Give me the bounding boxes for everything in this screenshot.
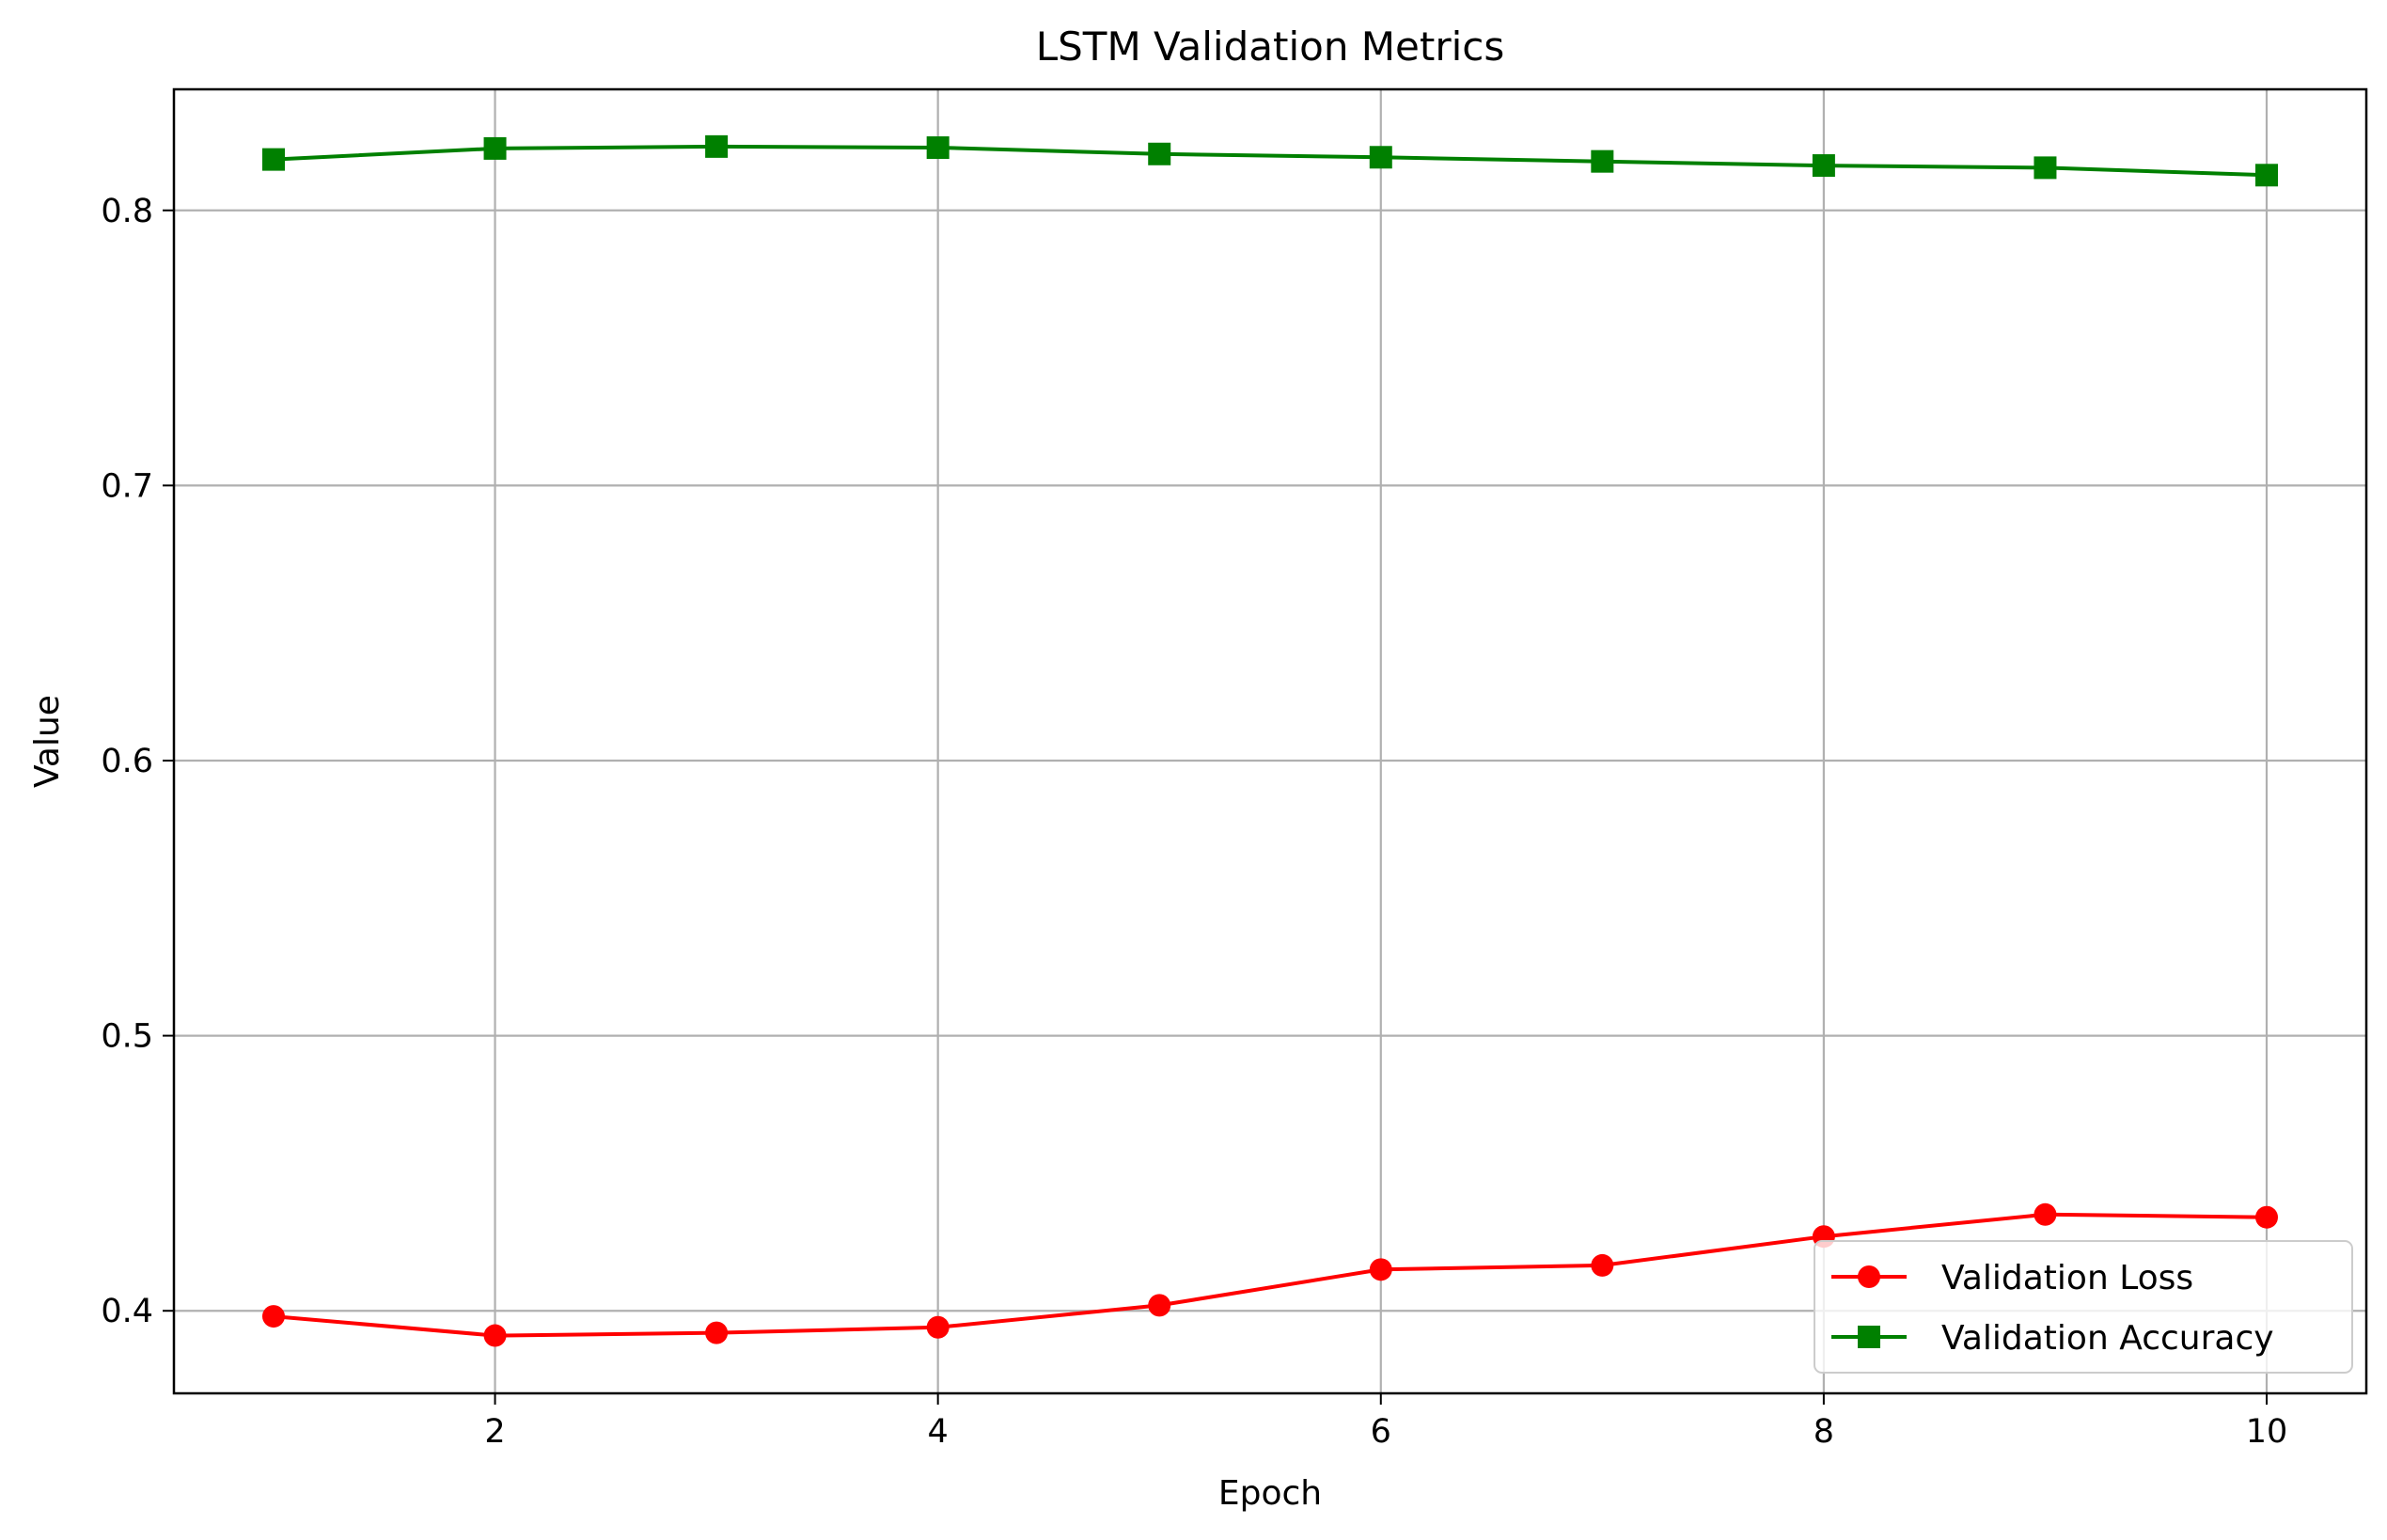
accuracy-point — [705, 134, 729, 158]
plot-frame — [172, 87, 2368, 1395]
grid — [174, 89, 2366, 1393]
accuracy-point — [1148, 142, 1171, 165]
series-layer — [262, 134, 2278, 1347]
accuracy-point — [262, 148, 285, 171]
accuracy-point — [1812, 154, 1835, 178]
loss-point — [926, 1315, 950, 1339]
legend: Validation Loss Validation Accuracy — [1814, 1240, 2353, 1374]
accuracy-point — [1369, 146, 1392, 169]
y-tick-label: 0.8 — [101, 193, 153, 230]
loss-point — [705, 1321, 729, 1344]
loss-point — [2034, 1202, 2057, 1226]
loss-point — [2255, 1205, 2278, 1229]
chart-title: LSTM Validation Metrics — [1036, 24, 1505, 70]
y-axis-label: Value — [28, 695, 67, 788]
x-axis-label: Epoch — [1218, 1474, 1322, 1513]
loss-point — [483, 1324, 507, 1347]
accuracy-point — [2034, 156, 2057, 180]
legend-label: Validation Accuracy — [1941, 1319, 2274, 1358]
loss-point — [262, 1305, 285, 1328]
ticks: 2 4 6 8 10 0.4 0.5 0.6 0.7 0.8 — [101, 193, 2287, 1451]
x-tick-label: 10 — [2246, 1413, 2288, 1451]
y-tick-label: 0.6 — [101, 743, 153, 780]
x-tick-label: 6 — [1371, 1413, 1391, 1451]
accuracy-point — [483, 136, 507, 160]
x-tick-label: 4 — [928, 1413, 949, 1451]
loss-point — [1148, 1294, 1171, 1317]
accuracy-point — [1591, 149, 1614, 173]
y-tick-label: 0.7 — [101, 467, 153, 505]
x-tick-label: 2 — [484, 1413, 505, 1451]
legend-marker-circle — [1858, 1265, 1880, 1288]
x-tick-label: 8 — [1814, 1413, 1834, 1451]
y-tick-label: 0.5 — [101, 1018, 153, 1056]
legend-box — [1814, 1240, 2353, 1374]
loss-point — [1369, 1258, 1392, 1281]
y-tick-label: 0.4 — [101, 1293, 153, 1330]
series-line-validation-accuracy — [273, 144, 2268, 178]
accuracy-point — [926, 136, 950, 160]
series-line-validation-loss — [273, 1212, 2268, 1338]
legend-label: Validation Loss — [1941, 1259, 2193, 1297]
legend-marker-square — [1858, 1326, 1880, 1348]
loss-point — [1591, 1253, 1614, 1277]
accuracy-point — [2255, 164, 2278, 187]
